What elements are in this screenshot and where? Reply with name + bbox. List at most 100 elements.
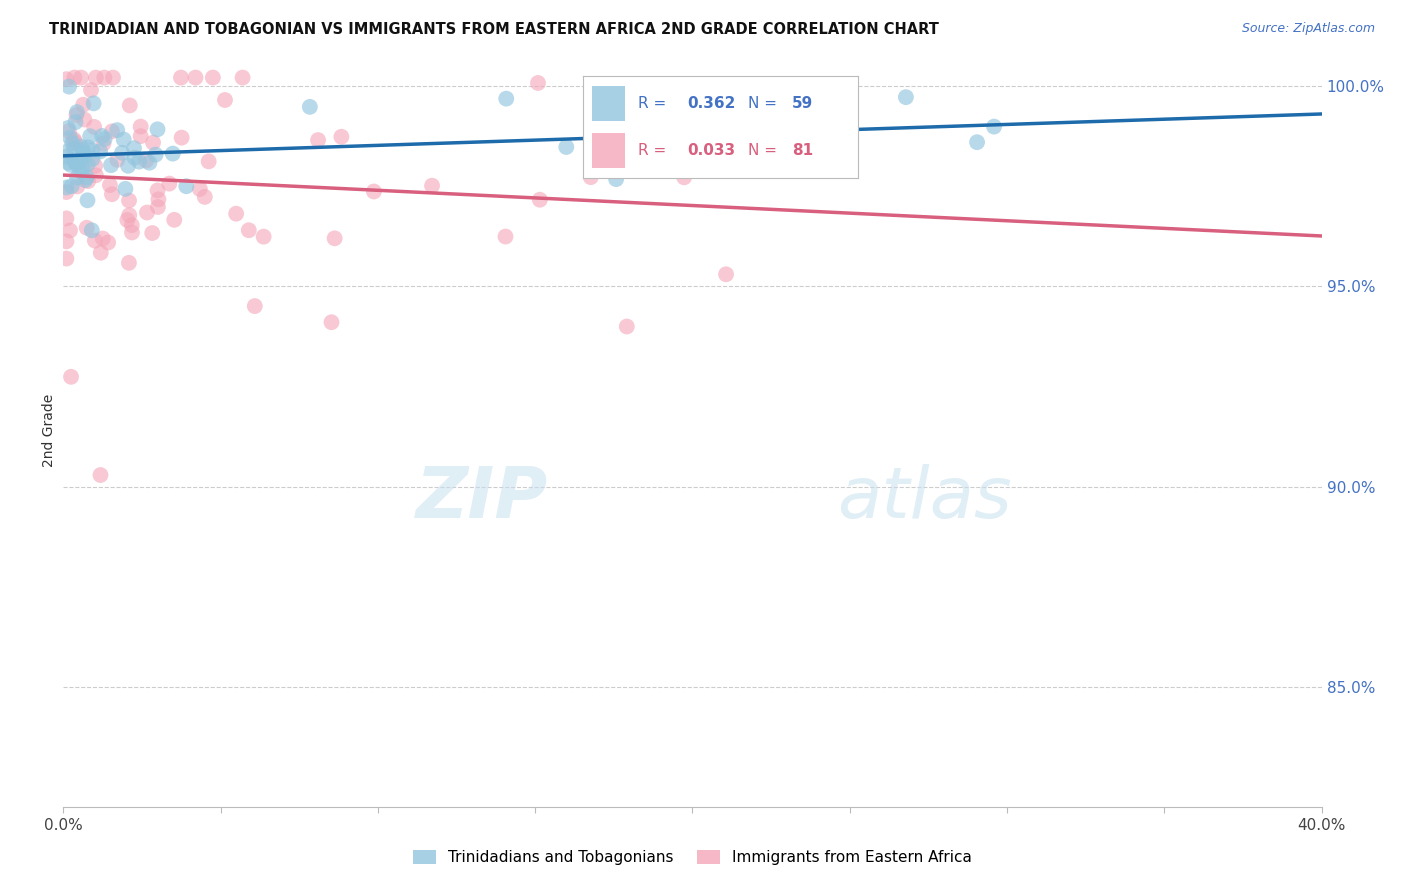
Point [65,108,87,122]
Point [714,267,737,281]
Point [63,155,86,169]
Point [420,178,443,193]
Point [118,208,141,222]
Point [129,129,152,144]
Point [321,315,343,329]
Point [527,76,550,90]
Point [58,79,80,94]
Text: Source: ZipAtlas.com: Source: ZipAtlas.com [1241,22,1375,36]
Bar [592,133,624,168]
Point [658,147,681,161]
Point [97,235,120,250]
Point [83,234,105,248]
Point [79,129,101,144]
Point [84,169,107,183]
Point [112,132,135,146]
Point [225,207,247,221]
Point [91,231,114,245]
Text: R =: R = [638,144,672,158]
Point [83,120,105,134]
Point [69,164,91,178]
Point [93,132,115,146]
Point [124,151,146,165]
Point [82,152,104,166]
Point [93,136,115,151]
Point [65,115,87,129]
Point [80,83,103,97]
Text: 0.362: 0.362 [688,96,737,111]
Point [63,135,86,149]
Point [323,231,346,245]
Point [69,154,91,169]
Point [118,98,141,112]
Point [145,147,167,161]
Point [623,131,645,145]
Point [122,141,145,155]
Text: ZIP: ZIP [416,464,548,533]
Text: 59: 59 [792,96,813,111]
Point [170,70,193,85]
Point [91,128,114,143]
Point [76,157,98,171]
Point [142,136,165,150]
Point [495,92,517,106]
Point [70,139,93,153]
Point [214,93,236,107]
Point [118,256,141,270]
Point [73,149,96,163]
Point [72,97,94,112]
Legend: Trinidadians and Tobagonians, Immigrants from Eastern Africa: Trinidadians and Tobagonians, Immigrants… [408,844,977,871]
Point [720,162,742,177]
Point [307,133,329,147]
Point [55,150,77,164]
Point [75,173,97,187]
Point [66,157,89,171]
Text: N =: N = [748,96,782,111]
Point [63,142,86,156]
Text: N =: N = [748,144,782,158]
Point [56,121,79,136]
Point [72,143,94,157]
Point [605,172,627,186]
Point [100,158,122,172]
Point [148,193,170,207]
Point [117,159,139,173]
Point [699,135,721,149]
Point [77,174,100,188]
Point [60,179,83,194]
Point [138,155,160,169]
Point [243,299,266,313]
Point [188,182,211,196]
Point [232,70,254,85]
Point [298,100,321,114]
Point [76,140,98,154]
Point [555,140,578,154]
Point [495,229,517,244]
Text: R =: R = [638,96,672,111]
Point [673,170,696,185]
Point [70,162,93,177]
Point [63,70,86,85]
Point [89,145,111,159]
Point [146,183,169,197]
Point [197,154,219,169]
Point [82,144,104,158]
Point [966,135,988,149]
Point [60,136,83,150]
Point [55,252,77,266]
Point [101,70,124,85]
Text: atlas: atlas [837,464,1012,533]
Point [894,90,917,104]
Point [162,146,184,161]
Point [136,205,159,219]
Y-axis label: 2nd Grade: 2nd Grade [42,393,56,467]
Point [66,179,89,194]
Point [105,123,128,137]
Point [170,130,193,145]
Text: 0.033: 0.033 [688,144,735,158]
Point [59,158,82,172]
Point [141,226,163,240]
Point [84,70,107,85]
Point [72,145,94,160]
Point [55,235,77,249]
